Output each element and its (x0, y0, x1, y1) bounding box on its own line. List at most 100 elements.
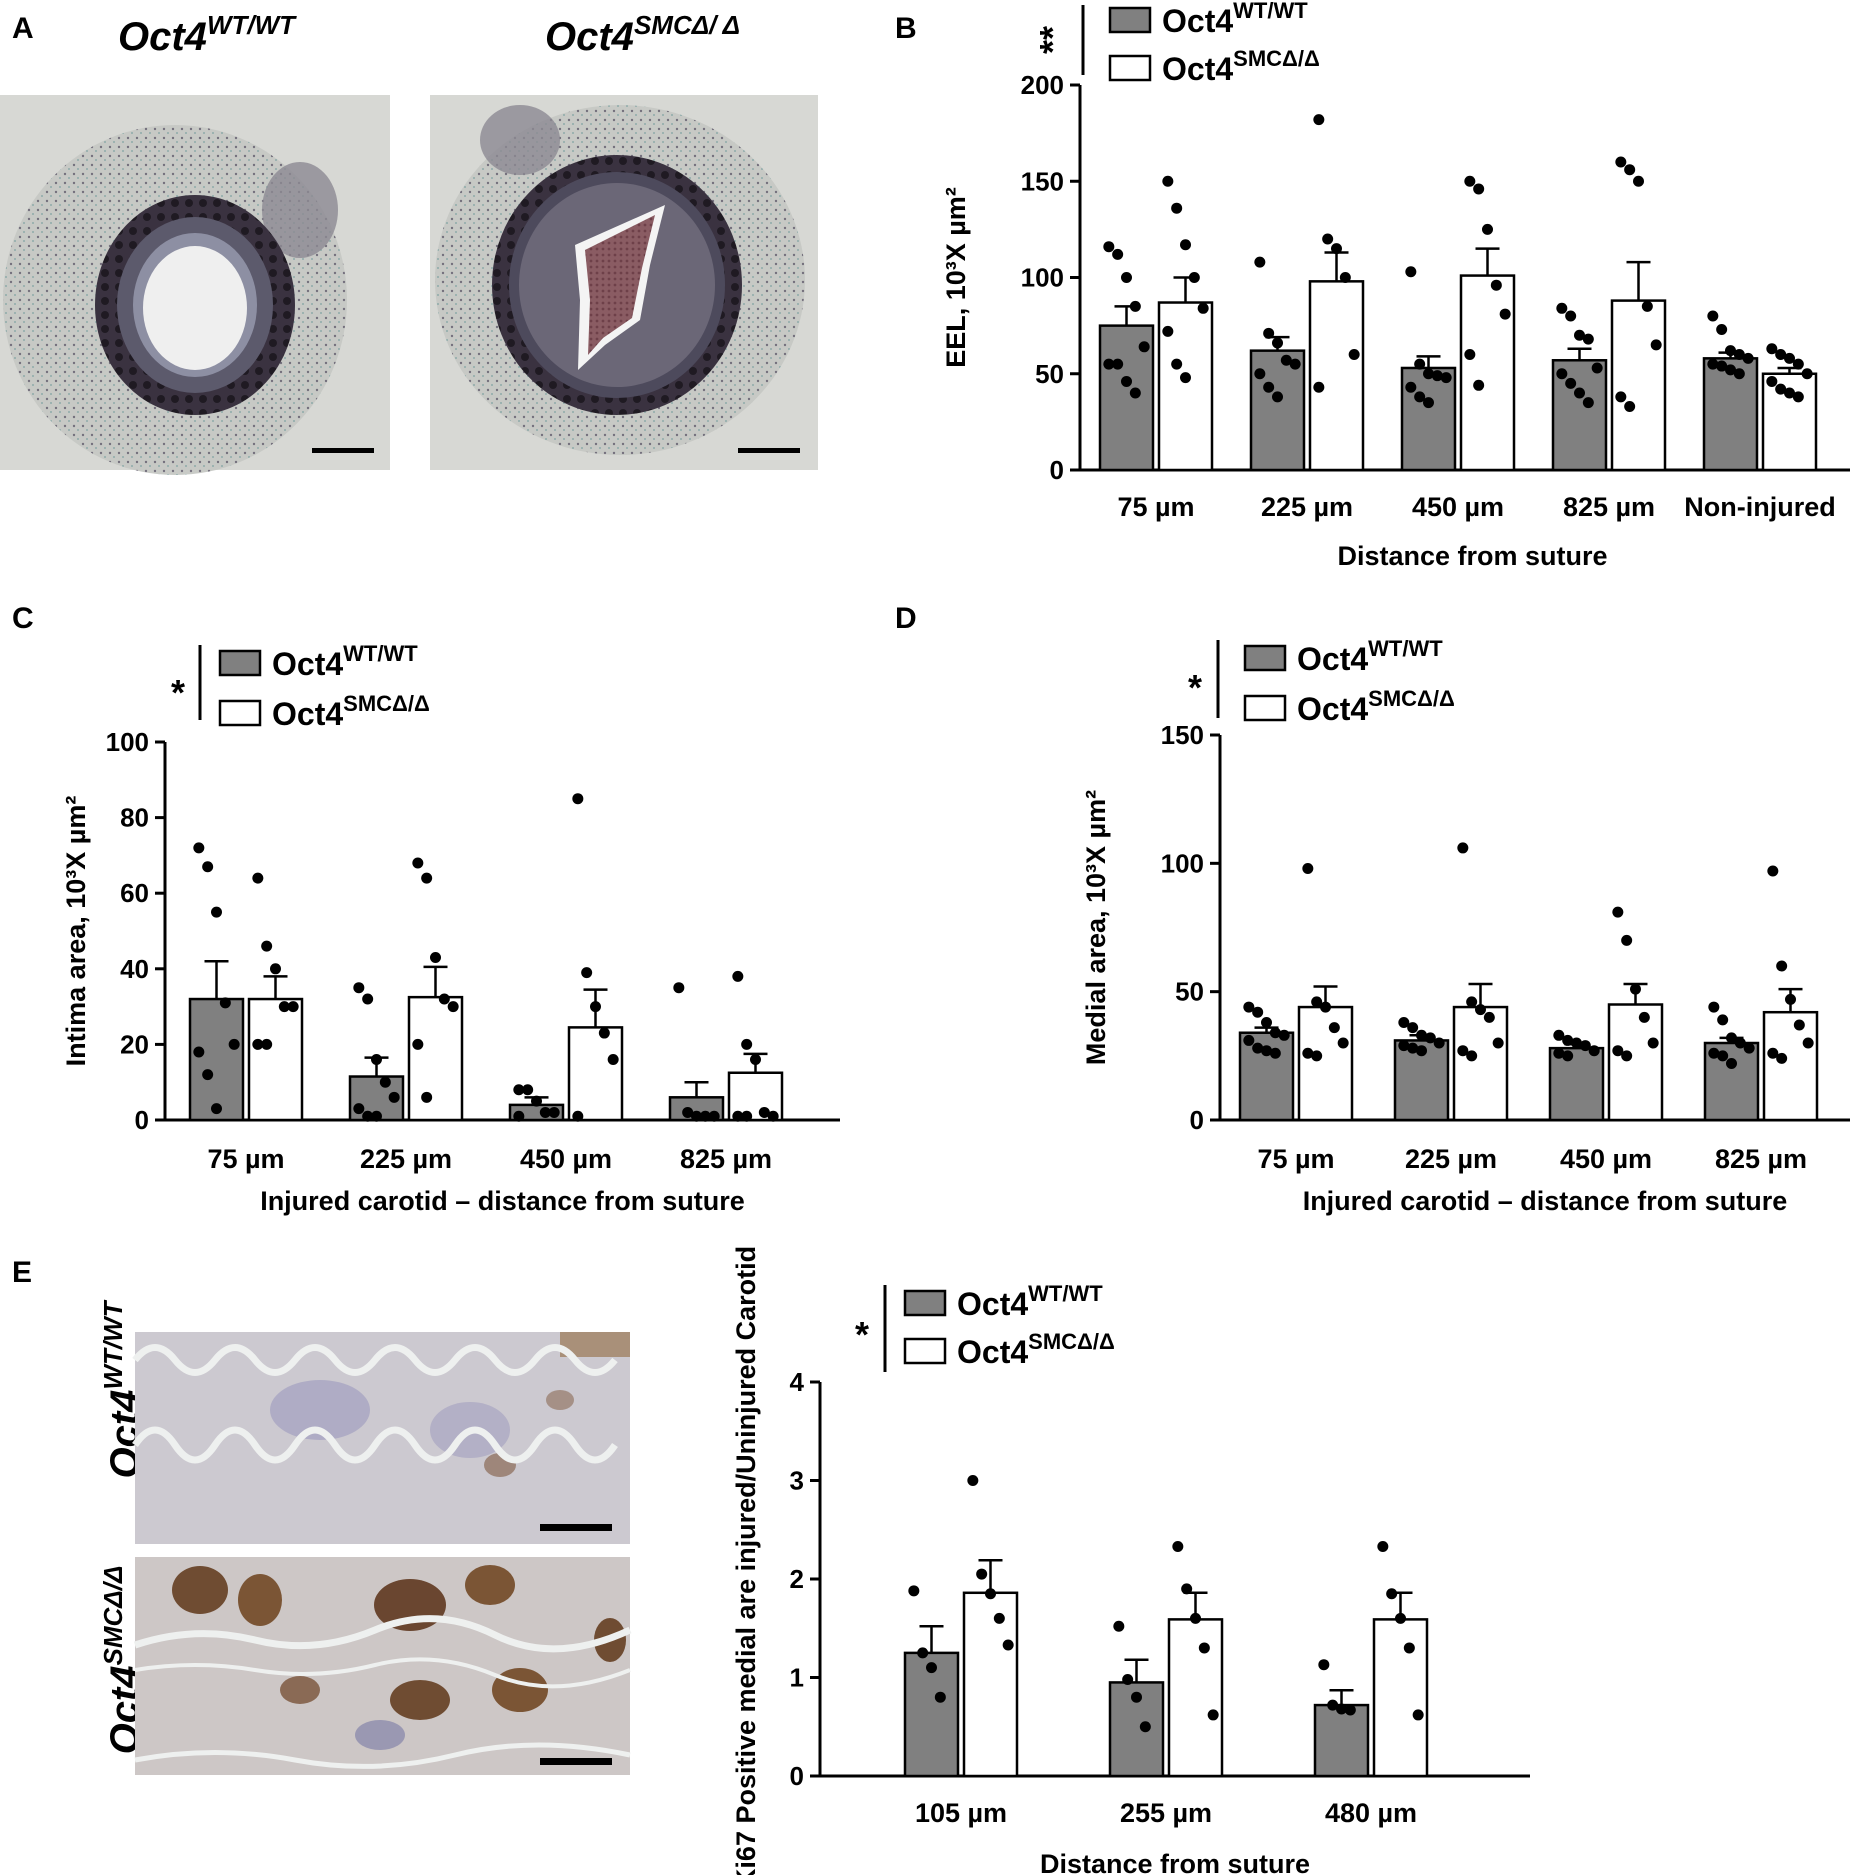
data-point (1707, 358, 1719, 370)
data-point (1726, 1058, 1737, 1070)
data-point (993, 1612, 1005, 1624)
data-point (1641, 300, 1653, 312)
y-tick-label: 80 (120, 803, 149, 833)
data-point (1464, 349, 1476, 360)
legend-label-wt: Oct4WT/WT (957, 1281, 1103, 1322)
y-tick-label: 20 (120, 1029, 149, 1059)
data-point (1414, 391, 1426, 403)
legend-swatch-ko (1108, 54, 1152, 82)
data-point (1331, 243, 1342, 255)
data-point (1261, 1045, 1272, 1057)
data-point (1716, 323, 1728, 335)
chart-panel-b: 0 50 100 150 200 EEL, 10³X µm² Distance from s… (941, 0, 1850, 571)
data-point (1302, 862, 1314, 874)
bar-wt-0 (188, 997, 245, 1122)
data-point (202, 861, 214, 873)
y-tick-label: 50 (1175, 977, 1204, 1007)
data-point (1784, 352, 1795, 364)
data-point (1112, 358, 1124, 370)
data-point (1339, 272, 1351, 283)
data-point (379, 1076, 391, 1088)
data-point (908, 1585, 920, 1597)
ki67-micrograph-wt (132, 1332, 630, 1544)
data-point (1198, 1642, 1210, 1654)
data-point (447, 1001, 459, 1013)
data-point (1440, 372, 1452, 384)
data-point (371, 1110, 382, 1122)
data-point (1615, 156, 1627, 168)
data-point (1280, 354, 1292, 366)
data-point (270, 963, 281, 975)
x-tick-label: 450 µm (520, 1144, 612, 1174)
bar-ko-1 (1452, 1005, 1509, 1122)
data-point (1490, 279, 1502, 291)
data-point (1311, 996, 1323, 1008)
data-point (1320, 1001, 1331, 1013)
data-point (1725, 345, 1736, 357)
y-axis-label: %Ki67 Positive medial are injured/Uninju… (731, 1246, 761, 1875)
data-point (1172, 1540, 1184, 1552)
legend-label-wt: Oct4WT/WT (1297, 636, 1443, 677)
data-point (539, 1106, 551, 1118)
data-point (1112, 248, 1124, 260)
chart-panel-c: 0 20 40 60 80 100 Intima area, 10³X µm² Injured… (61, 641, 840, 1216)
data-point (1311, 1050, 1323, 1062)
data-point (388, 1091, 400, 1103)
data-point (1431, 370, 1443, 382)
legend-label-wt: Oct4WT/WT (1162, 0, 1308, 39)
data-point (1412, 1709, 1424, 1721)
significance-marker: * (171, 672, 185, 713)
data-point (699, 1110, 711, 1122)
data-point (1624, 164, 1636, 176)
data-point (1103, 358, 1115, 370)
data-point (287, 1001, 299, 1013)
data-point (1707, 310, 1719, 322)
data-point (1553, 1029, 1565, 1041)
data-point (1708, 1047, 1720, 1059)
data-point (1784, 387, 1795, 399)
data-point (1103, 241, 1115, 253)
data-point (1733, 368, 1745, 380)
data-point (682, 1106, 694, 1118)
legend-swatch-ko (218, 699, 262, 727)
x-tick-label: 255 µm (1120, 1798, 1212, 1828)
legend-label-ko: Oct4SMCΔ/Δ (957, 1329, 1115, 1370)
legend-swatch-ko (1243, 694, 1287, 722)
data-point (581, 967, 593, 979)
data-point (1708, 1001, 1720, 1013)
data-point (1591, 362, 1603, 374)
chart-panel-e: 0 1 2 3 4 %Ki67 Positive medial are injured/U… (731, 1246, 1530, 1875)
ki67-micrograph-ko (133, 1557, 632, 1775)
data-point (1113, 1620, 1125, 1632)
data-point (1792, 391, 1804, 403)
data-point (1766, 375, 1778, 387)
y-tick-label: 150 (1161, 720, 1204, 750)
x-tick-label: 825 µm (1563, 492, 1655, 522)
micrograph-wt (0, 95, 390, 475)
y-tick-label: 100 (1021, 263, 1064, 293)
x-tick-label: 480 µm (1325, 1798, 1417, 1828)
data-point (1562, 1050, 1574, 1062)
data-point (1562, 1034, 1574, 1046)
data-point (219, 997, 231, 1009)
data-point (261, 1038, 273, 1050)
data-point (1180, 239, 1191, 251)
data-point (967, 1475, 979, 1486)
y-tick-label: 60 (120, 878, 149, 908)
data-point (1129, 300, 1141, 312)
panel-label-e: E (12, 1256, 32, 1289)
scalebar-e-wt (540, 1524, 612, 1531)
panel-label-d: D (895, 602, 917, 635)
x-tick-label: 105 µm (915, 1798, 1007, 1828)
panel-label-c: C (12, 602, 34, 635)
data-point (607, 1054, 619, 1066)
scalebar-a-wt (312, 448, 374, 453)
data-point (1180, 372, 1191, 384)
bar-ko-3 (1610, 299, 1667, 472)
data-point (1553, 1047, 1565, 1059)
legend-swatch-wt (1243, 644, 1287, 672)
data-point (1483, 1011, 1495, 1023)
data-point (1254, 368, 1266, 380)
data-point (1612, 1045, 1624, 1057)
data-point (1131, 1691, 1142, 1703)
